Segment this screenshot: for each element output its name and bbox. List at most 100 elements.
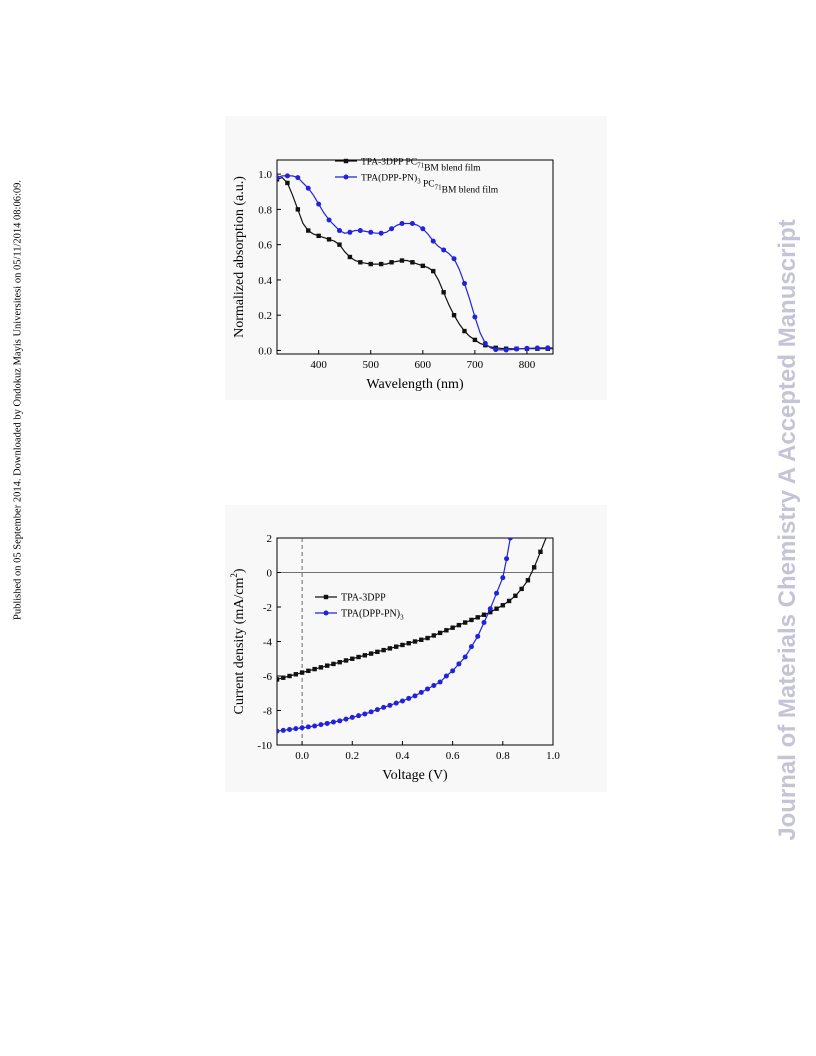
jv-data-point	[412, 693, 418, 699]
abs-data-point	[451, 256, 457, 262]
abs-data-point	[295, 175, 301, 181]
jv-data-point	[299, 725, 305, 731]
abs-y-tick-label: 0.8	[258, 204, 272, 216]
abs-data-point	[524, 345, 530, 351]
abs-data-point	[347, 229, 353, 235]
abs-data-point	[441, 247, 447, 253]
abs-data-point	[430, 238, 436, 244]
jv-data-point	[324, 663, 330, 668]
jv-data-point	[507, 538, 513, 541]
jv-x-tick-label: 0.2	[345, 750, 359, 762]
abs-data-point	[493, 347, 499, 353]
jv-data-point	[356, 713, 362, 719]
abs-x-tick-label: 400	[310, 359, 327, 371]
abs-data-point	[420, 263, 426, 269]
jv-x-tick-label: 0.4	[396, 750, 410, 762]
jv-legend-label-0: TPA-3DPP	[341, 593, 386, 604]
jv-data-point	[293, 726, 299, 732]
abs-x-tick-label: 700	[467, 359, 484, 371]
abs-data-point	[378, 261, 384, 267]
publication-note: Published on 05 September 2014. Download…	[12, 140, 24, 660]
abs-data-point	[472, 314, 478, 320]
abs-data-point	[285, 180, 290, 186]
jv-data-point	[450, 668, 456, 674]
abs-data-point	[462, 328, 467, 334]
jv-data-point	[525, 578, 531, 583]
jv-data-point	[393, 644, 399, 649]
jv-data-point	[425, 686, 431, 692]
jv-data-point	[462, 620, 468, 625]
jv-data-point	[312, 666, 317, 672]
jv-series-1	[277, 538, 513, 734]
jv-data-point	[481, 620, 487, 626]
abs-y-tick-label: 1.0	[258, 169, 272, 181]
jv-chart: 0.0 0.2 0.4 0.6 0.8 1.0 -10 -8 -6 -4 -2 0 2 Voltage (…	[229, 533, 560, 783]
jv-x-tick-label: 0.8	[496, 750, 510, 762]
jv-y-tick-label: -10	[257, 740, 272, 752]
jv-data-point	[287, 673, 292, 679]
jv-data-point	[281, 675, 286, 680]
abs-data-point	[451, 313, 457, 318]
jv-data-point	[481, 612, 487, 617]
jv-y-tick-label: -4	[263, 637, 273, 649]
journal-watermark: Journal of Materials Chemistry A Accepte…	[768, 110, 808, 950]
jv-data-point	[475, 633, 481, 639]
abs-data-point	[431, 268, 436, 274]
abs-data-point	[337, 242, 342, 247]
jv-data-point	[381, 704, 387, 710]
abs-data-point	[326, 237, 332, 242]
jv-data-point	[500, 575, 506, 581]
jv-data-point	[399, 698, 405, 704]
jv-data-point	[462, 654, 468, 660]
jv-data-point	[406, 695, 412, 701]
jv-data-point	[475, 615, 480, 620]
jv-data-point	[293, 672, 299, 677]
abs-data-point	[284, 173, 290, 179]
jv-data-point	[330, 719, 336, 725]
absorption-figure: 400 500 600 700 800 0.0 0.2 0.4 0.6 0.8 1.0 Wavelen…	[225, 116, 607, 400]
jv-data-point	[343, 658, 349, 663]
publication-note-text: Published on 05 September 2014. Download…	[12, 180, 24, 620]
abs-data-point	[514, 346, 520, 352]
jv-y-tick-label: -2	[263, 602, 272, 614]
abs-x-tick-label: 800	[519, 359, 536, 371]
abs-legend-label-1: TPA(DPP-PN)3 PC71BM blend film	[361, 173, 499, 196]
abs-data-point	[461, 280, 467, 286]
jv-data-point	[437, 679, 443, 685]
jv-data-point	[368, 651, 374, 656]
jv-data-point	[356, 654, 361, 660]
jv-data-point	[387, 702, 393, 708]
abs-data-point	[316, 201, 322, 207]
jv-data-point	[400, 642, 405, 648]
jv-data-point	[349, 714, 355, 720]
jv-data-point	[450, 625, 455, 630]
jv-data-point	[362, 653, 368, 658]
jv-data-point	[381, 647, 386, 653]
jv-data-point	[519, 586, 524, 592]
jv-data-point	[343, 716, 349, 722]
abs-plot-frame	[276, 159, 554, 355]
jv-data-point	[494, 590, 500, 596]
abs-x-tick-label: 500	[362, 359, 379, 371]
jv-data-point	[387, 646, 393, 651]
jv-data-point	[337, 660, 342, 665]
abs-data-point	[336, 228, 342, 234]
abs-y-tick-label: 0.0	[258, 345, 272, 357]
absorption-chart: 400 500 600 700 800 0.0 0.2 0.4 0.6 0.8 1.0 Wavelen…	[232, 158, 554, 392]
abs-data-point	[306, 228, 311, 233]
jv-data-point	[280, 727, 286, 733]
jv-data-point	[312, 723, 318, 729]
jv-data-point	[418, 689, 424, 695]
jv-data-point	[531, 565, 537, 570]
abs-legend-marker-1	[343, 174, 349, 180]
abs-y-axis-label: Normalized absorption (a.u.)	[232, 176, 247, 338]
jv-data-point	[318, 665, 324, 670]
jv-series-line-1	[277, 538, 511, 732]
abs-data-point	[389, 226, 395, 232]
jv-data-point	[444, 628, 449, 633]
jv-data-point	[431, 633, 437, 638]
jv-data-point	[506, 598, 512, 604]
jv-figure: 0.0 0.2 0.4 0.6 0.8 1.0 -10 -8 -6 -4 -2 0 2 Voltage (…	[225, 505, 607, 792]
jv-legend-label-1: TPA(DPP-PN)3	[341, 609, 404, 622]
jv-data-point	[277, 677, 280, 682]
